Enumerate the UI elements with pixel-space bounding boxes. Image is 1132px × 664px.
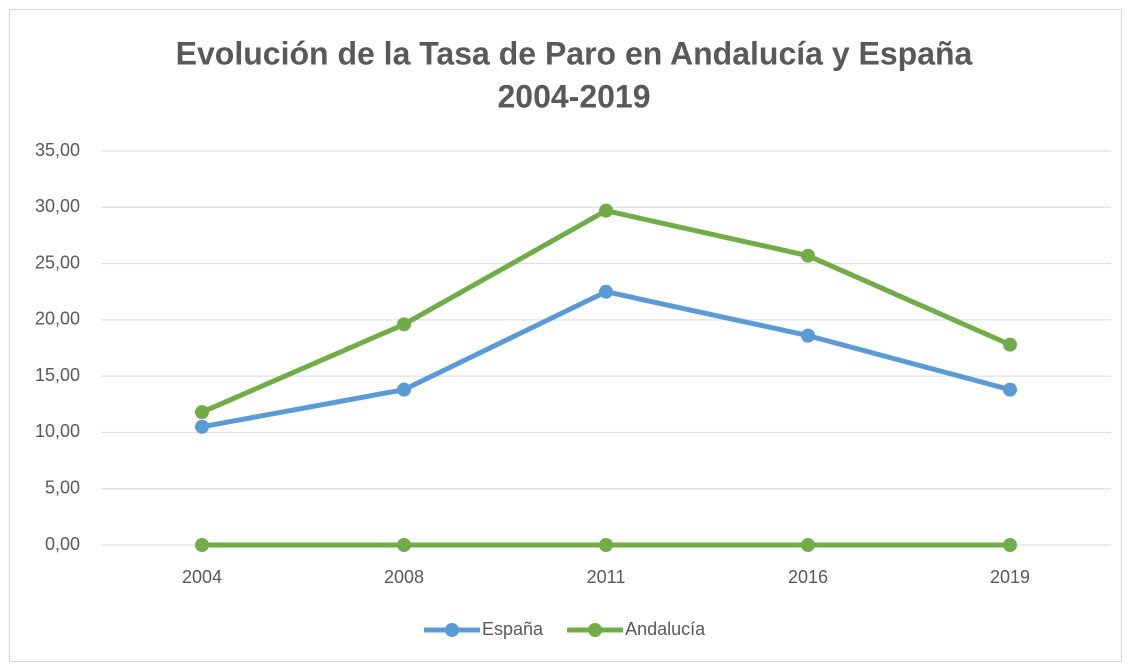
data-point <box>195 419 209 434</box>
y-tick-label: 35,00 <box>35 140 80 160</box>
data-point <box>195 538 209 552</box>
y-tick-label: 25,00 <box>35 252 80 272</box>
data-point <box>397 382 411 397</box>
x-tick-label: 2008 <box>384 567 424 587</box>
y-tick-label: 0,00 <box>45 534 80 554</box>
data-point <box>1003 337 1017 352</box>
data-point <box>801 538 815 552</box>
legend-label: España <box>482 619 544 639</box>
chart-title: Evolución de la Tasa de Paro en Andalucí… <box>176 35 973 71</box>
y-tick-label: 5,00 <box>45 477 80 497</box>
data-point <box>195 405 209 420</box>
x-tick-label: 2004 <box>182 567 222 587</box>
x-tick-label: 2019 <box>990 567 1030 587</box>
data-point <box>397 538 411 552</box>
y-tick-label: 15,00 <box>35 365 80 385</box>
y-tick-label: 20,00 <box>35 309 80 329</box>
data-point <box>801 328 815 343</box>
y-tick-label: 30,00 <box>35 196 80 216</box>
data-point <box>397 317 411 332</box>
data-point <box>1003 538 1017 552</box>
data-point <box>599 203 613 218</box>
chart-title: 2004-2019 <box>497 78 650 114</box>
data-point <box>599 284 613 299</box>
legend-marker <box>445 623 459 637</box>
data-point <box>599 538 613 552</box>
legend-label: Andalucía <box>625 619 706 639</box>
legend-marker <box>588 623 603 637</box>
x-tick-label: 2011 <box>587 567 626 587</box>
x-tick-label: 2016 <box>788 567 828 587</box>
chart-border <box>9 9 1122 662</box>
data-point <box>1003 382 1017 397</box>
data-point <box>801 248 815 263</box>
y-tick-label: 10,00 <box>35 421 80 441</box>
